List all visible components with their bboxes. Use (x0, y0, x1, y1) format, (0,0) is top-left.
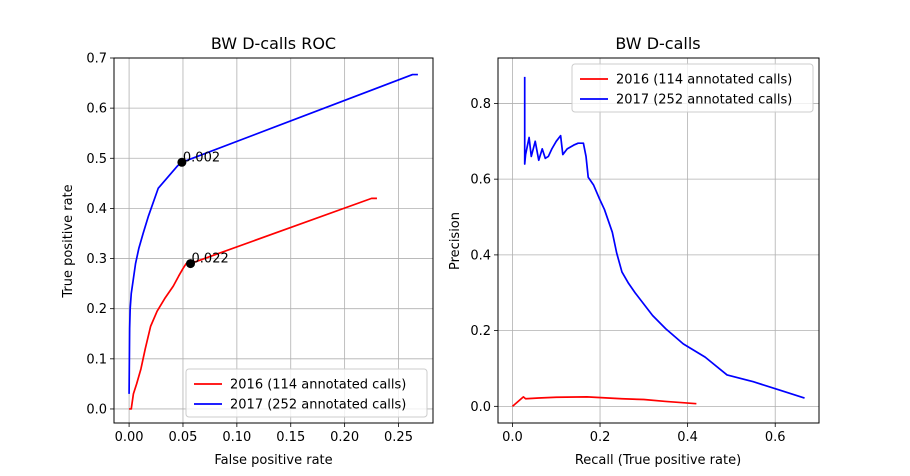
roc-panel: BW D-calls ROC False positive rate True … (61, 34, 434, 468)
pr-x-tick-label: 0.4 (677, 430, 698, 445)
roc-y-tick-label: 0.6 (86, 102, 107, 117)
pr-y-tick-label: 0.8 (470, 97, 491, 112)
roc-legend-label-1: 2016 (114 annotated calls) (230, 378, 406, 393)
pr-axes-frame (497, 57, 820, 424)
pr-y-axis-label: Precision (448, 212, 463, 270)
pr-legend-label-2: 2017 (252 annotated calls) (616, 93, 792, 108)
roc-legend: 2016 (114 annotated calls) 2017 (252 anno… (185, 368, 428, 418)
pr-x-axis-label: Recall (True positive rate) (575, 453, 741, 468)
roc-y-tick-label: 0.2 (86, 302, 107, 317)
pr-y-tick-label: 0.0 (470, 400, 491, 415)
roc-y-axis-label: True positive rate (61, 184, 76, 298)
roc-threshold-point-2 (186, 259, 196, 269)
roc-axes-frame (113, 57, 434, 424)
roc-y-tick-label: 0.0 (86, 402, 107, 417)
pr-legend-label-1: 2016 (114 annotated calls) (616, 73, 792, 88)
roc-x-tick-label: 0.15 (276, 430, 305, 445)
pr-y-tick-label: 0.4 (470, 248, 491, 263)
pr-plot-area: 0.0 0.2 0.4 0.6 0.0 0.2 0.4 0.6 0.8 (470, 57, 820, 445)
pr-legend: 2016 (114 annotated calls) 2017 (252 anno… (571, 63, 814, 113)
pr-x-tick-label: 0.2 (590, 430, 611, 445)
roc-y-tick-label: 0.3 (86, 252, 107, 267)
pr-x-tick-label: 0.6 (765, 430, 786, 445)
pr-y-tick-label: 0.6 (470, 173, 491, 188)
pr-x-tick-label: 0.0 (502, 430, 523, 445)
pr-panel: BW D-calls Recall (True positive rate) P… (448, 34, 820, 468)
roc-x-axis-label: False positive rate (214, 453, 332, 468)
roc-threshold-label-2: 0.022 (192, 252, 229, 267)
roc-y-tick-label: 0.7 (86, 52, 107, 67)
roc-x-tick-label: 0.10 (222, 430, 251, 445)
roc-y-tick-label: 0.4 (86, 202, 107, 217)
roc-y-tick-label: 0.1 (86, 352, 107, 367)
roc-y-tick-label: 0.5 (86, 152, 107, 167)
roc-threshold-label-1: 0.002 (183, 150, 220, 165)
pr-legend-box (571, 63, 814, 113)
roc-threshold-point-1 (177, 157, 187, 167)
pr-y-tick-label: 0.2 (470, 324, 491, 339)
roc-legend-label-2: 2017 (252 annotated calls) (230, 398, 406, 413)
roc-x-tick-label: 0.20 (330, 430, 359, 445)
pr-series-line-1 (511, 396, 697, 407)
roc-legend-box (185, 368, 428, 418)
roc-x-tick-label: 0.25 (384, 430, 413, 445)
roc-title: BW D-calls ROC (211, 34, 336, 53)
pr-series-line-2 (523, 76, 805, 399)
roc-x-tick-label: 0.00 (115, 430, 144, 445)
pr-title: BW D-calls (615, 34, 700, 53)
roc-x-tick-label: 0.05 (168, 430, 197, 445)
